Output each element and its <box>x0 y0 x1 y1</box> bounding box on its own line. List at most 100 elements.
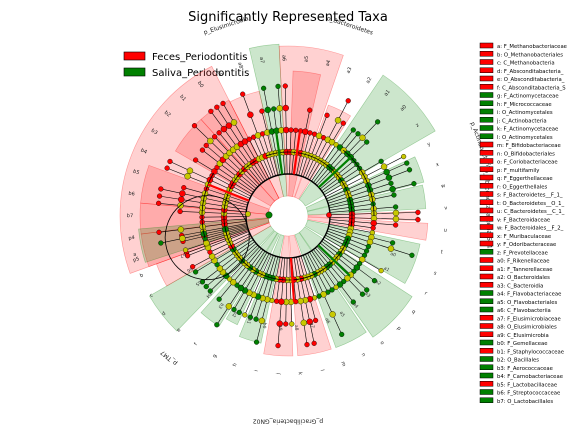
phylum-label: p_TM7 <box>159 349 179 367</box>
tree-branch <box>187 231 250 257</box>
sector-label: l <box>319 369 325 372</box>
tree-node <box>307 130 313 136</box>
sector-label: q <box>410 309 416 316</box>
key-entry: a8: O_Elusimicrobiales <box>497 325 557 331</box>
key-entry: y: F_Odoribacteraceae <box>497 242 556 248</box>
tree-branch <box>202 241 255 283</box>
tree-node <box>231 306 237 313</box>
key-entry: z: F_Prevotellaceae <box>497 250 548 256</box>
tree-node <box>191 123 198 129</box>
sector-label: b2 <box>163 110 172 119</box>
tree-branch <box>313 129 354 183</box>
tree-node <box>261 85 267 91</box>
tree-node <box>207 137 214 145</box>
tree-node <box>177 208 183 215</box>
tree-node <box>307 107 313 113</box>
key-entry: k: F_Actinomycetaceae <box>497 127 558 133</box>
sector-label: p4 <box>128 235 135 242</box>
tree-node <box>329 311 336 318</box>
tree-node <box>247 111 254 118</box>
tree-node <box>297 297 304 305</box>
root-node <box>265 211 273 219</box>
key-entry: a2: O_Bacteroidales <box>497 275 550 281</box>
tree-node <box>329 287 335 293</box>
key-swatch <box>479 51 494 57</box>
key-swatch <box>479 216 494 222</box>
tree-branch <box>239 253 270 313</box>
tree-node <box>220 125 228 133</box>
key-entry: b5: F_Lactobacillaceae <box>497 382 557 388</box>
tree-node <box>207 288 213 294</box>
sector-label: p5 <box>132 256 140 264</box>
tree-node <box>184 253 191 259</box>
key-swatch <box>479 191 494 197</box>
class-legend: Feces_Periodontitis Saliva_Periodontitis <box>123 51 249 79</box>
ring-label: a6 <box>324 317 332 325</box>
taxa-key-legend: a: F_Methanobacteriaceae b: O_Methanobact… <box>479 42 567 405</box>
sector-label: d <box>161 311 167 318</box>
key-entry: t: O_Bacteroidetes__O_1_ <box>497 201 564 207</box>
tree-node <box>378 158 384 164</box>
tree-node <box>339 331 345 337</box>
sector-label: e <box>176 327 182 333</box>
key-swatch <box>479 372 494 379</box>
tree-node <box>293 127 299 133</box>
ring-label: b1 <box>245 317 253 325</box>
tree-node <box>311 340 317 346</box>
tree-node <box>282 83 288 89</box>
tree-branch <box>324 161 382 196</box>
key-swatch <box>479 125 494 131</box>
ring-label: a3 <box>363 291 371 299</box>
tree-node <box>324 112 330 118</box>
tree-branch <box>181 223 247 236</box>
key-entry: n: O_Bifidobacteriales <box>497 151 555 157</box>
tree-node <box>253 316 259 322</box>
ring-label: b5 <box>194 279 202 287</box>
key-entry: a1: F_Tannerellaceae <box>497 267 553 273</box>
clade-trunk <box>317 156 352 189</box>
key-swatch <box>479 59 494 65</box>
clade-trunk <box>292 130 302 175</box>
tree-node <box>375 119 381 125</box>
tree-node <box>216 296 222 302</box>
tree-node <box>282 104 289 112</box>
tree-branch <box>321 240 375 281</box>
sector-label: b4 <box>140 148 148 156</box>
tree-node <box>220 100 226 107</box>
tree-branch <box>302 115 328 177</box>
tree-node <box>225 122 233 129</box>
sector-label: a4 <box>325 59 332 67</box>
tree-node <box>393 222 399 228</box>
tree-node <box>193 269 199 275</box>
sector-label: c <box>149 292 155 299</box>
clade-highlight-sector <box>294 104 351 200</box>
tree-branch <box>329 194 395 209</box>
tree-branch <box>261 111 279 176</box>
tree-branch <box>289 257 293 324</box>
key-swatch <box>479 207 494 214</box>
tree-node <box>240 91 246 97</box>
tree-node <box>350 299 356 305</box>
key-entry: b2: O_Bacillales <box>497 358 539 364</box>
tree-node <box>178 196 185 203</box>
ring-label: b6 <box>186 266 194 274</box>
key-entry: b1: F_Staphylococcaceae <box>497 349 564 355</box>
sector-label: a8 <box>236 62 244 70</box>
sector-label: t <box>440 249 443 255</box>
tree-branch <box>206 145 257 189</box>
tree-node <box>208 108 214 114</box>
key-swatch <box>479 67 494 73</box>
clade-highlight-sector <box>289 234 332 356</box>
key-swatch <box>479 306 494 313</box>
tree-node <box>164 165 170 171</box>
sector-label: z <box>415 122 421 129</box>
tree-branch <box>202 149 255 191</box>
key-entry: g: F_Actinomycetaceae <box>497 94 559 100</box>
sector-label: j <box>276 373 282 376</box>
tree-node <box>392 215 400 223</box>
ring-label: a9 <box>277 325 283 331</box>
root-node <box>326 212 332 218</box>
tree-node <box>304 342 310 348</box>
tree-node <box>385 174 393 181</box>
tree-branch <box>192 235 252 267</box>
